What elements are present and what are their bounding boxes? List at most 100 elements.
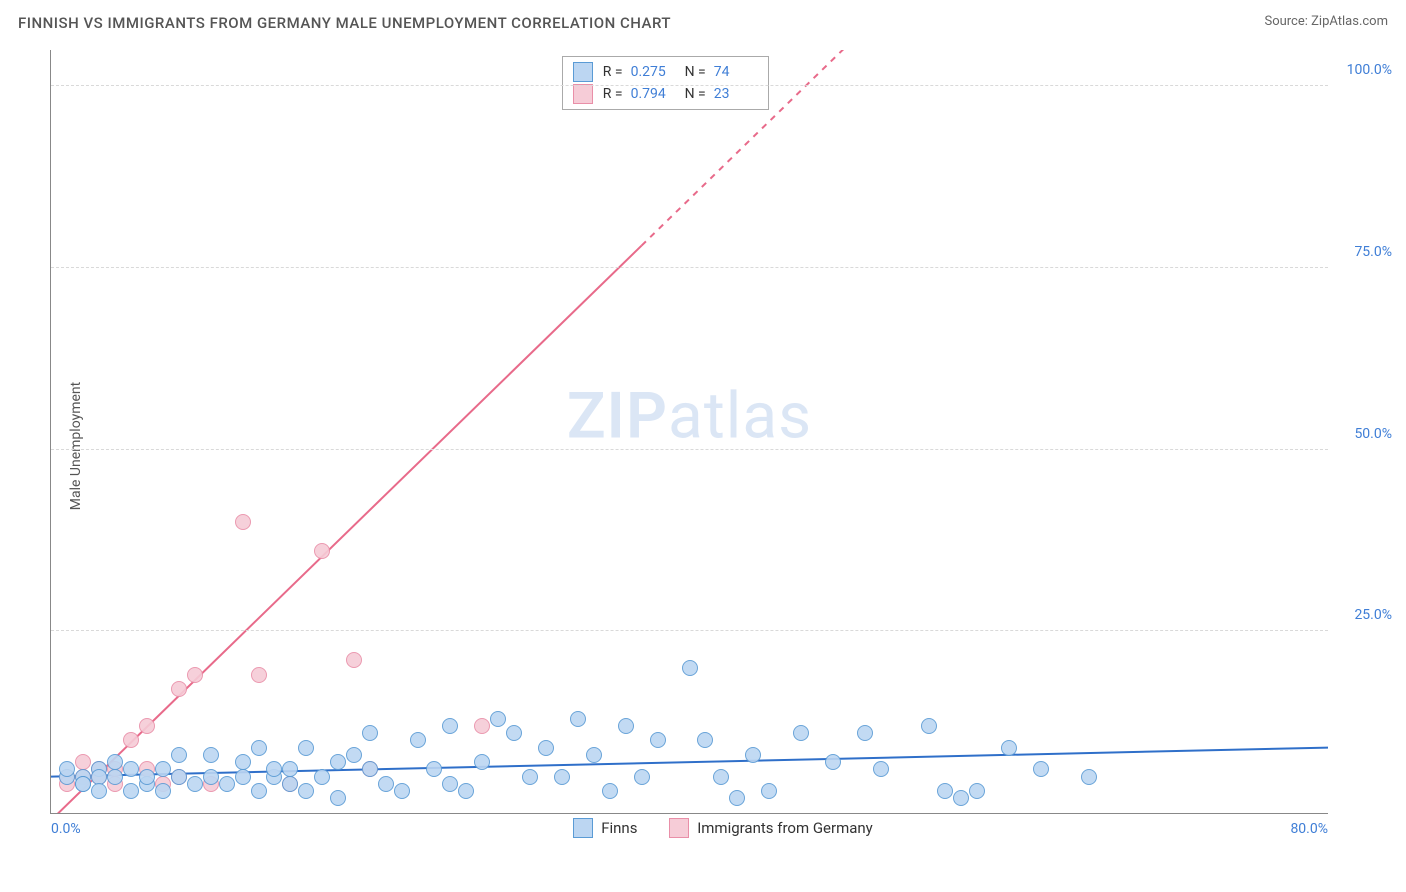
gridline-h — [51, 449, 1328, 450]
source-attribution: Source: ZipAtlas.com — [1264, 14, 1388, 29]
data-point-finns — [251, 783, 267, 799]
data-point-germany — [474, 718, 490, 734]
swatch-germany — [669, 818, 689, 838]
data-point-finns — [266, 761, 282, 777]
data-point-finns — [362, 761, 378, 777]
watermark: ZIPatlas — [567, 379, 812, 454]
data-point-germany — [346, 652, 362, 668]
swatch-finns — [573, 62, 593, 82]
data-point-finns — [91, 783, 107, 799]
gridline-h — [51, 630, 1328, 631]
n-value-finns: 74 — [714, 64, 758, 80]
y-tick-label: 75.0% — [1332, 244, 1392, 260]
y-tick-label: 100.0% — [1332, 62, 1392, 78]
data-point-finns — [921, 718, 937, 734]
n-label: N = — [685, 64, 706, 80]
data-point-finns — [969, 783, 985, 799]
data-point-finns — [490, 711, 506, 727]
swatch-germany — [573, 84, 593, 104]
data-point-finns — [458, 783, 474, 799]
data-point-finns — [713, 769, 729, 785]
r-label: R = — [603, 64, 623, 80]
watermark-zip: ZIP — [567, 379, 668, 454]
data-point-germany — [235, 514, 251, 530]
data-point-finns — [107, 754, 123, 770]
data-point-finns — [634, 769, 650, 785]
data-point-finns — [426, 761, 442, 777]
n-value-germany: 23 — [714, 86, 758, 102]
chart-title: FINNISH VS IMMIGRANTS FROM GERMANY MALE … — [18, 14, 671, 32]
data-point-finns — [203, 769, 219, 785]
source-prefix: Source: — [1264, 14, 1311, 29]
trend-lines — [51, 50, 1328, 813]
data-point-finns — [235, 769, 251, 785]
data-point-finns — [410, 732, 426, 748]
data-point-finns — [59, 761, 75, 777]
data-point-finns — [745, 747, 761, 763]
data-point-finns — [1033, 761, 1049, 777]
data-point-finns — [474, 754, 490, 770]
data-point-finns — [442, 776, 458, 792]
legend-item-germany: Immigrants from Germany — [669, 818, 873, 838]
data-point-finns — [187, 776, 203, 792]
legend-row-finns: R = 0.275 N = 74 — [573, 61, 758, 83]
data-point-finns — [506, 725, 522, 741]
data-point-germany — [171, 681, 187, 697]
data-point-finns — [1081, 769, 1097, 785]
data-point-germany — [139, 718, 155, 734]
series-label-finns: Finns — [601, 819, 637, 837]
data-point-finns — [793, 725, 809, 741]
data-point-finns — [554, 769, 570, 785]
data-point-finns — [330, 754, 346, 770]
data-point-finns — [171, 769, 187, 785]
data-point-finns — [873, 761, 889, 777]
data-point-finns — [314, 769, 330, 785]
watermark-atlas: atlas — [668, 379, 812, 454]
data-point-finns — [442, 718, 458, 734]
swatch-finns — [573, 818, 593, 838]
data-point-finns — [155, 783, 171, 799]
correlation-legend: R = 0.275 N = 74 R = 0.794 N = 23 — [562, 56, 769, 110]
n-label: N = — [685, 86, 706, 102]
data-point-finns — [75, 776, 91, 792]
data-point-finns — [761, 783, 777, 799]
data-point-finns — [219, 776, 235, 792]
data-point-finns — [1001, 740, 1017, 756]
data-point-finns — [953, 790, 969, 806]
legend-item-finns: Finns — [573, 818, 637, 838]
data-point-germany — [123, 732, 139, 748]
data-point-finns — [682, 660, 698, 676]
data-point-finns — [123, 761, 139, 777]
data-point-finns — [825, 754, 841, 770]
data-point-finns — [378, 776, 394, 792]
y-tick-label: 25.0% — [1332, 607, 1392, 623]
data-point-finns — [650, 732, 666, 748]
data-point-germany — [314, 543, 330, 559]
data-point-finns — [618, 718, 634, 734]
data-point-finns — [330, 790, 346, 806]
data-point-finns — [586, 747, 602, 763]
data-point-finns — [282, 776, 298, 792]
data-point-finns — [203, 747, 219, 763]
chart-header: FINNISH VS IMMIGRANTS FROM GERMANY MALE … — [0, 0, 1406, 36]
data-point-finns — [857, 725, 873, 741]
data-point-finns — [538, 740, 554, 756]
data-point-finns — [123, 783, 139, 799]
data-point-finns — [602, 783, 618, 799]
data-point-finns — [522, 769, 538, 785]
gridline-h — [51, 267, 1328, 268]
data-point-finns — [346, 747, 362, 763]
series-label-germany: Immigrants from Germany — [697, 819, 873, 837]
chart-area: Male Unemployment ZIPatlas R = 0.275 N =… — [50, 50, 1396, 842]
data-point-finns — [937, 783, 953, 799]
data-point-finns — [394, 783, 410, 799]
source-link[interactable]: ZipAtlas.com — [1311, 14, 1388, 29]
data-point-finns — [139, 769, 155, 785]
series-legend: Finns Immigrants from Germany — [50, 818, 1396, 842]
r-value-finns: 0.275 — [631, 64, 675, 80]
plot-region: ZIPatlas R = 0.275 N = 74 R = 0.794 N = … — [50, 50, 1328, 814]
data-point-finns — [107, 769, 123, 785]
data-point-germany — [251, 667, 267, 683]
data-point-finns — [570, 711, 586, 727]
data-point-finns — [155, 761, 171, 777]
